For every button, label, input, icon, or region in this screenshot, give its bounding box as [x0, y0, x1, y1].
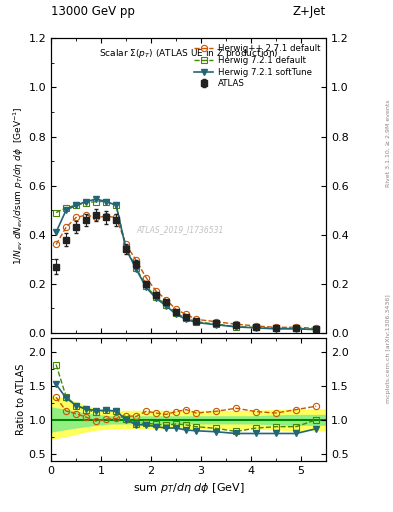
Herwig 7.2.1 default: [274, 325, 279, 331]
Herwig 7.2.1 default: [174, 310, 178, 316]
Herwig 7.2.1 default: [314, 326, 319, 332]
Herwig 7.2.1 default: [294, 325, 299, 331]
Herwig++ 2.7.1 default: [174, 306, 178, 312]
Herwig 7.2.1 default: [94, 199, 99, 205]
Y-axis label: Ratio to ATLAS: Ratio to ATLAS: [16, 364, 26, 435]
Herwig 7.2.1 softTune: [74, 202, 79, 208]
Herwig 7.2.1 softTune: [164, 303, 169, 309]
Herwig++ 2.7.1 default: [64, 224, 68, 230]
Herwig 7.2.1 default: [184, 315, 189, 321]
Y-axis label: $1/N_{ev}\ dN_{ev}/d\mathrm{sum}\ p_T/d\eta\ d\phi\ \ [\mathrm{GeV}^{-1}]$: $1/N_{ev}\ dN_{ev}/d\mathrm{sum}\ p_T/d\…: [11, 106, 26, 265]
Herwig 7.2.1 default: [54, 209, 59, 216]
Herwig 7.2.1 default: [234, 324, 239, 330]
Herwig++ 2.7.1 default: [74, 215, 79, 221]
Herwig++ 2.7.1 default: [54, 242, 59, 248]
Herwig 7.2.1 default: [124, 245, 129, 251]
Herwig 7.2.1 default: [74, 202, 79, 208]
Herwig++ 2.7.1 default: [154, 288, 158, 294]
Herwig 7.2.1 softTune: [124, 246, 129, 252]
Herwig++ 2.7.1 default: [124, 242, 129, 248]
Herwig 7.2.1 softTune: [64, 207, 68, 213]
Herwig 7.2.1 softTune: [104, 199, 108, 205]
Herwig 7.2.1 softTune: [174, 311, 178, 317]
Herwig 7.2.1 softTune: [84, 199, 88, 205]
Herwig 7.2.1 softTune: [54, 229, 59, 236]
Herwig 7.2.1 default: [194, 318, 198, 325]
X-axis label: sum $p_T/d\eta\ d\phi$ [GeV]: sum $p_T/d\eta\ d\phi$ [GeV]: [133, 481, 244, 495]
Herwig 7.2.1 default: [104, 199, 108, 205]
Herwig++ 2.7.1 default: [194, 316, 198, 323]
Herwig 7.2.1 softTune: [184, 316, 189, 323]
Line: Herwig 7.2.1 softTune: Herwig 7.2.1 softTune: [53, 196, 319, 333]
Herwig 7.2.1 softTune: [214, 322, 219, 328]
Herwig 7.2.1 default: [134, 265, 138, 271]
Herwig 7.2.1 default: [164, 302, 169, 308]
Herwig 7.2.1 softTune: [134, 266, 138, 272]
Text: Rivet 3.1.10, ≥ 2.9M events: Rivet 3.1.10, ≥ 2.9M events: [386, 99, 391, 187]
Text: 13000 GeV pp: 13000 GeV pp: [51, 5, 135, 18]
Herwig++ 2.7.1 default: [144, 274, 149, 281]
Text: Scalar $\Sigma(p_T)$ (ATLAS UE in Z production): Scalar $\Sigma(p_T)$ (ATLAS UE in Z prod…: [99, 47, 278, 60]
Herwig 7.2.1 default: [84, 200, 88, 206]
Legend: Herwig++ 2.7.1 default, Herwig 7.2.1 default, Herwig 7.2.1 softTune, ATLAS: Herwig++ 2.7.1 default, Herwig 7.2.1 def…: [193, 42, 322, 90]
Herwig++ 2.7.1 default: [114, 215, 118, 221]
Text: Z+Jet: Z+Jet: [293, 5, 326, 18]
Herwig 7.2.1 softTune: [234, 324, 239, 330]
Herwig++ 2.7.1 default: [234, 321, 239, 327]
Text: ATLAS_2019_I1736531: ATLAS_2019_I1736531: [137, 225, 224, 234]
Herwig++ 2.7.1 default: [84, 212, 88, 218]
Line: Herwig 7.2.1 default: Herwig 7.2.1 default: [53, 199, 319, 332]
Herwig++ 2.7.1 default: [104, 213, 108, 219]
Herwig++ 2.7.1 default: [274, 324, 279, 330]
Line: Herwig++ 2.7.1 default: Herwig++ 2.7.1 default: [53, 212, 319, 331]
Herwig++ 2.7.1 default: [214, 318, 219, 325]
Herwig++ 2.7.1 default: [294, 324, 299, 330]
Herwig 7.2.1 softTune: [94, 196, 99, 202]
Herwig++ 2.7.1 default: [134, 258, 138, 264]
Herwig 7.2.1 softTune: [144, 284, 149, 290]
Herwig 7.2.1 softTune: [154, 295, 158, 302]
Herwig++ 2.7.1 default: [164, 296, 169, 303]
Herwig 7.2.1 default: [154, 294, 158, 301]
Herwig 7.2.1 default: [254, 324, 259, 330]
Herwig++ 2.7.1 default: [94, 215, 99, 221]
Herwig++ 2.7.1 default: [314, 325, 319, 331]
Herwig 7.2.1 softTune: [314, 327, 319, 333]
Herwig 7.2.1 softTune: [254, 325, 259, 331]
Herwig++ 2.7.1 default: [254, 323, 259, 329]
Herwig++ 2.7.1 default: [184, 311, 189, 317]
Herwig 7.2.1 default: [64, 205, 68, 211]
Herwig 7.2.1 default: [144, 283, 149, 289]
Text: mcplots.cern.ch [arXiv:1306.3436]: mcplots.cern.ch [arXiv:1306.3436]: [386, 294, 391, 402]
Herwig 7.2.1 softTune: [294, 326, 299, 332]
Herwig 7.2.1 default: [114, 202, 118, 208]
Herwig 7.2.1 default: [214, 321, 219, 327]
Herwig 7.2.1 softTune: [114, 202, 118, 208]
Herwig 7.2.1 softTune: [194, 319, 198, 326]
Herwig 7.2.1 softTune: [274, 326, 279, 332]
